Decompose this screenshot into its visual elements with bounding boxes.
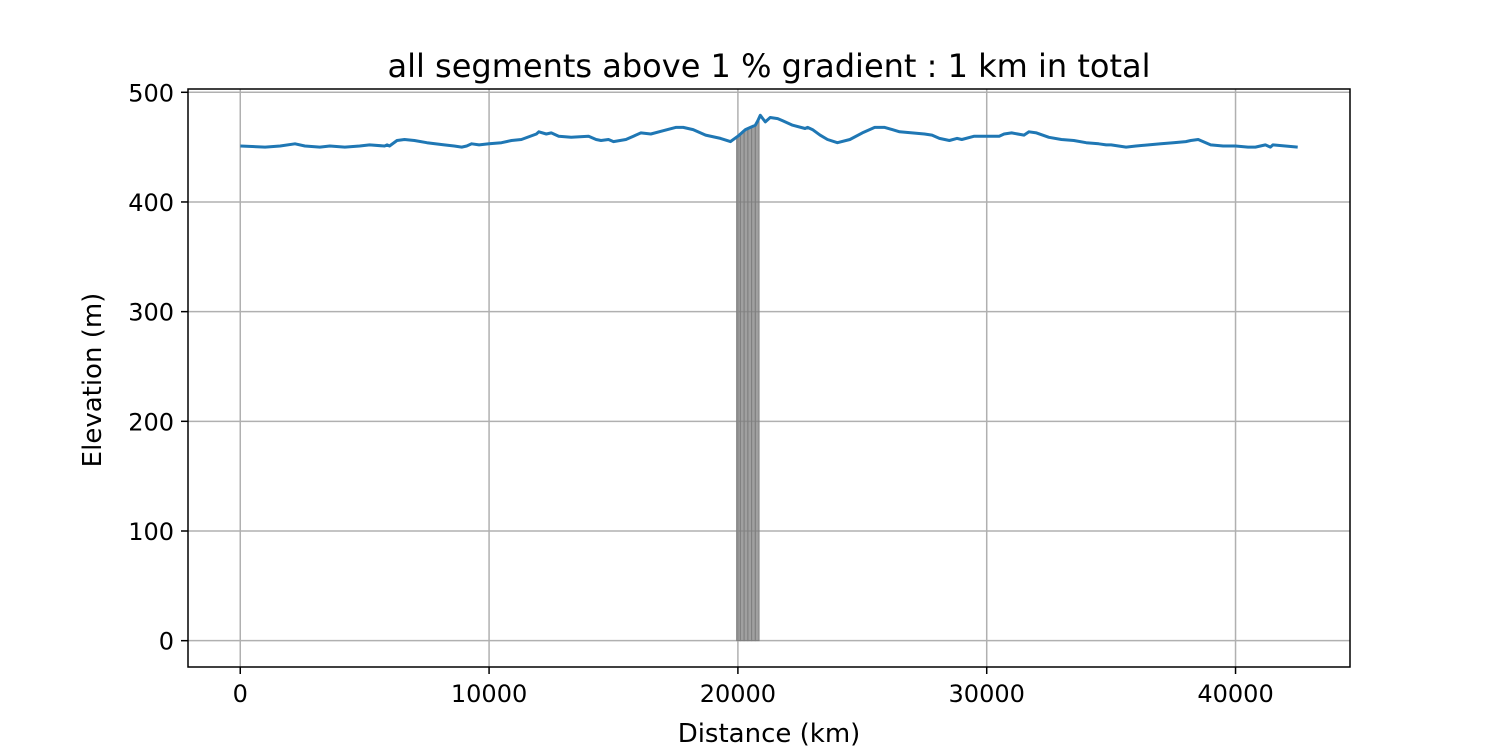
x-tick-label: 10000 [451, 680, 527, 708]
grid [188, 89, 1350, 667]
gradient-segment [743, 127, 749, 642]
x-axis-label: Distance (km) [678, 719, 861, 749]
x-tick-label: 30000 [949, 680, 1025, 708]
gradient-segment [754, 117, 760, 642]
x-axis-ticks: 0 10000 20000 30000 40000 [233, 667, 1274, 708]
y-tick-label: 300 [128, 299, 174, 327]
gradient-segment [736, 132, 741, 642]
gradient-highlight-segments [736, 117, 760, 642]
y-tick-label: 200 [128, 408, 174, 436]
x-tick-label: 20000 [700, 680, 776, 708]
elevation-line-layer [240, 113, 1298, 149]
plot-frame [187, 88, 1351, 668]
y-axis-label: Elevation (m) [78, 293, 108, 468]
y-tick-label: 500 [128, 79, 174, 107]
y-axis-ticks: 0 100 200 300 400 500 [128, 79, 188, 656]
y-tick-label: 400 [128, 189, 174, 217]
y-tick-label: 0 [159, 628, 174, 656]
chart-title: all segments above 1 % gradient : 1 km i… [387, 47, 1150, 85]
gradient-segment [751, 124, 756, 642]
elevation-line [240, 113, 1298, 149]
x-tick-label: 40000 [1197, 680, 1273, 708]
y-tick-label: 100 [128, 518, 174, 546]
gradient-segment [747, 126, 753, 642]
gradient-segment [739, 129, 745, 642]
x-tick-label: 0 [233, 680, 248, 708]
